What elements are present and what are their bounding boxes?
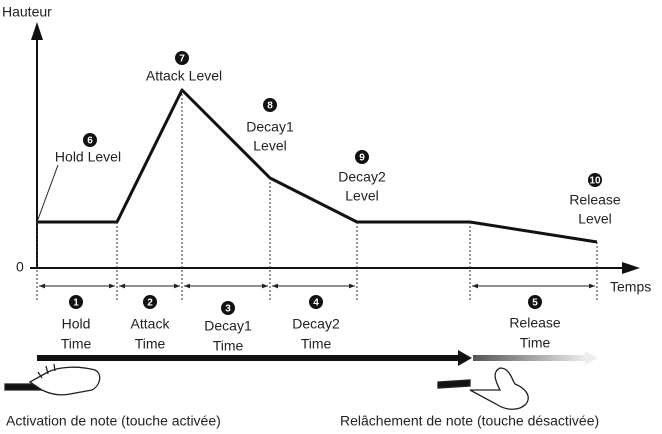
time-label: Time	[301, 336, 332, 352]
badge	[355, 150, 369, 164]
badge	[143, 295, 157, 309]
time-label: Release	[509, 315, 561, 331]
key-press-icon	[4, 363, 101, 396]
leader-line	[36, 164, 59, 223]
origin-label: 0	[16, 259, 24, 275]
key-release-icon	[437, 367, 529, 410]
level-label: Decay1	[246, 119, 294, 135]
badge	[588, 173, 602, 187]
badge-number: 2	[147, 298, 153, 309]
level-label: Level	[253, 138, 286, 154]
badge-number: 6	[87, 136, 93, 147]
y-axis-arrow	[31, 22, 43, 40]
time-label: Attack	[131, 316, 171, 332]
badge-number: 1	[73, 298, 79, 309]
level-label: Hold Level	[55, 149, 121, 165]
level-label: Attack Level	[146, 68, 222, 84]
time-label: Hold	[62, 316, 91, 332]
y-label: Hauteur	[2, 4, 52, 20]
badge	[69, 295, 83, 309]
note-on-bar	[37, 355, 461, 361]
badge	[175, 51, 189, 65]
badge	[528, 295, 542, 309]
time-label: Decay1	[204, 318, 252, 334]
level-label: Release	[569, 192, 621, 208]
envelope	[37, 88, 598, 244]
badge	[263, 98, 277, 112]
level-label: Decay2	[338, 169, 386, 185]
release-arrowhead	[585, 351, 598, 365]
badge-number: 3	[225, 304, 231, 315]
badge-number: 5	[532, 298, 538, 309]
time-label: Time	[213, 338, 244, 354]
guides	[36, 90, 598, 300]
time-label: Time	[61, 336, 92, 352]
badge	[83, 133, 97, 147]
badge-number: 10	[589, 176, 601, 187]
x-axis-arrow	[622, 262, 640, 274]
badge-number: 7	[179, 54, 185, 65]
caption: Activation de note (touche activée)	[6, 413, 221, 429]
release-bar	[473, 355, 587, 361]
badge-number: 8	[267, 101, 273, 112]
badge	[221, 301, 235, 315]
level-label: Level	[578, 211, 611, 227]
x-label: Temps	[610, 279, 651, 295]
time-label: Decay2	[292, 316, 340, 332]
level-label: Level	[345, 188, 378, 204]
caption: Relâchement de note (touche désactivée)	[340, 413, 599, 429]
badge-number: 4	[313, 298, 319, 309]
time-label: Time	[520, 335, 551, 351]
badge	[309, 295, 323, 309]
note-on-arrowhead	[458, 350, 472, 366]
badge-number: 9	[359, 153, 365, 164]
time-label: Time	[135, 336, 166, 352]
